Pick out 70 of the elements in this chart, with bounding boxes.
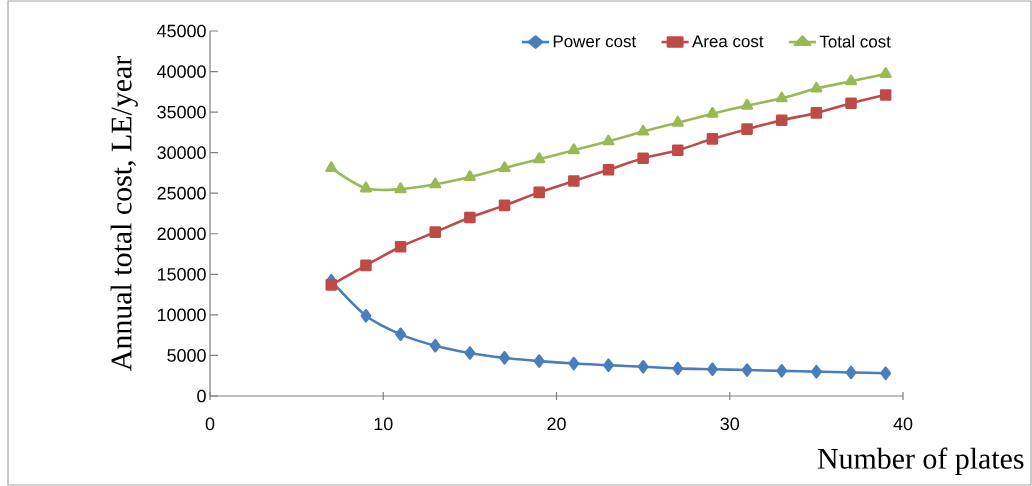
y-tick-label: 30000 xyxy=(157,146,206,159)
point xyxy=(637,152,649,165)
legend-label: Power cost xyxy=(553,35,637,48)
point xyxy=(602,134,615,146)
point xyxy=(325,279,338,291)
point xyxy=(568,356,580,371)
point xyxy=(706,133,719,145)
y-tick-label: 10000 xyxy=(157,308,206,322)
point xyxy=(671,115,684,127)
point xyxy=(464,211,476,224)
point xyxy=(498,161,511,173)
point xyxy=(394,240,407,253)
y-tick-label: 25000 xyxy=(157,186,206,200)
point xyxy=(533,354,545,368)
x-tick-label: 20 xyxy=(547,417,566,431)
point xyxy=(567,143,580,155)
point xyxy=(707,362,718,376)
point xyxy=(602,163,615,176)
point xyxy=(603,358,614,372)
point xyxy=(498,199,511,212)
y-tick-label: 5000 xyxy=(167,349,206,362)
point xyxy=(360,308,372,323)
y-tick-label: 35000 xyxy=(157,105,206,119)
point xyxy=(706,106,719,118)
point xyxy=(429,177,442,189)
point xyxy=(741,363,753,377)
point xyxy=(879,67,892,79)
point xyxy=(775,91,788,103)
point xyxy=(672,361,684,376)
point xyxy=(810,107,823,119)
legend-label: Area cost xyxy=(692,35,764,48)
x-tick-label: 0 xyxy=(205,417,215,431)
legend-label: Total cost xyxy=(819,35,891,48)
x-tick-label: 10 xyxy=(374,417,393,431)
point xyxy=(568,175,580,187)
point xyxy=(776,364,788,378)
y-tick-label: 40000 xyxy=(157,65,206,78)
point xyxy=(533,152,546,164)
point xyxy=(395,327,406,342)
y-axis-title: Annual total cost, LE/year xyxy=(110,56,138,371)
point xyxy=(464,346,476,360)
point xyxy=(429,338,441,353)
y-tick-label: 45000 xyxy=(157,24,206,38)
point xyxy=(879,89,892,101)
y-tick-label: 0 xyxy=(197,389,206,403)
point xyxy=(845,365,857,380)
point xyxy=(741,98,754,110)
point xyxy=(499,351,510,365)
point xyxy=(810,364,822,379)
point xyxy=(533,186,545,199)
point xyxy=(672,144,684,156)
y-tick-label: 15000 xyxy=(157,267,206,281)
point xyxy=(325,161,338,173)
point xyxy=(429,226,442,238)
point xyxy=(845,97,857,109)
x-tick-label: 40 xyxy=(893,417,913,431)
x-tick-label: 30 xyxy=(720,417,740,431)
point xyxy=(394,182,407,194)
point xyxy=(844,74,858,86)
point xyxy=(810,81,823,93)
point xyxy=(637,360,649,374)
point xyxy=(741,123,753,135)
point xyxy=(880,366,892,381)
point xyxy=(360,259,372,272)
point xyxy=(775,114,788,126)
x-axis-title: Number of plates xyxy=(817,447,1024,475)
point xyxy=(637,124,650,136)
y-tick-label: 20000 xyxy=(157,227,206,241)
point xyxy=(463,170,476,182)
point xyxy=(359,181,372,193)
